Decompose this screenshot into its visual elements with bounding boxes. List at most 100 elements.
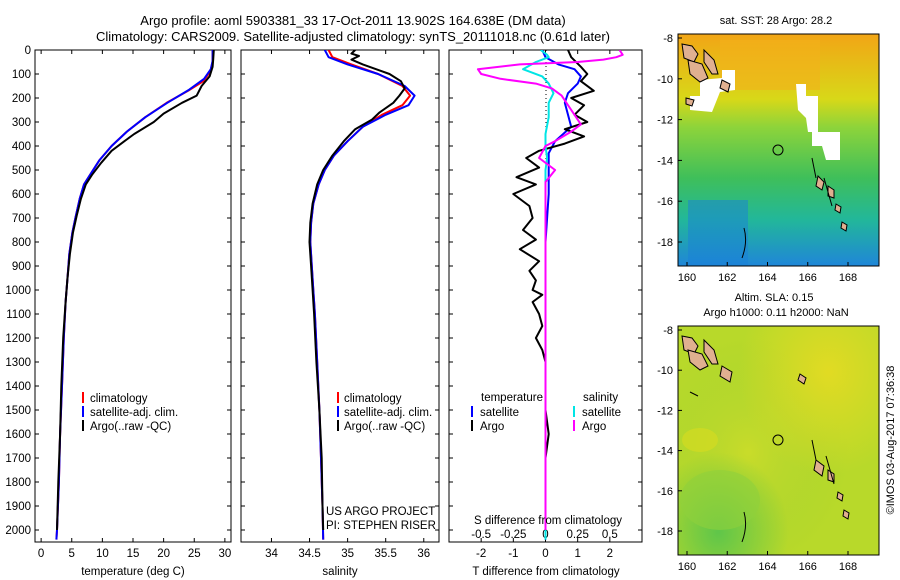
island: [719, 79, 731, 93]
depth-tick-label: 100: [12, 69, 31, 81]
map-y-tick-label: -18: [657, 237, 673, 249]
sst-warm-patch: [720, 40, 820, 90]
depth-tick-label: 500: [12, 165, 31, 177]
pi-label: PI: STEPHEN RISER: [326, 520, 436, 532]
map-x-tick-label: 160: [678, 272, 696, 284]
depth-tick-label: 1600: [5, 429, 31, 441]
difference-series: [476, 50, 624, 540]
map-x-tick-label: 166: [799, 272, 817, 284]
sst-map-frame: [677, 33, 880, 267]
x-tick-label: 2: [607, 548, 613, 560]
legend-heading-temperature: temperature: [481, 392, 543, 404]
x-tick-label: 34.5: [298, 548, 320, 560]
legend-label-satellite: satellite-adj. clim.: [90, 407, 178, 419]
sst-map-title: sat. SST: 28 Argo: 28.2: [720, 15, 833, 27]
island: [813, 459, 825, 477]
x-tick-label: 20: [157, 548, 170, 560]
map-y-tick-label: -10: [657, 365, 673, 377]
legend-label-argo: Argo(..raw -QC): [344, 421, 425, 433]
depth-tick-label: 1100: [6, 309, 31, 321]
sst-map-axes: 160 162 164 166 168 -8 -10 -12 -14 -16 -18: [657, 33, 857, 284]
series-line-temperature-argo: [512, 50, 595, 530]
series-line-climatology: [309, 50, 412, 540]
project-label: US ARGO PROJECT: [326, 506, 435, 518]
map-x-tick-label: 164: [758, 561, 776, 573]
island: [836, 491, 844, 502]
depth-tick-label: 800: [12, 237, 31, 249]
island: [719, 365, 733, 383]
map-x-tick-label: 168: [839, 561, 857, 573]
sla-map-axes: 160 162 164 166 168 -8 -10 -12 -14 -16 -18: [657, 325, 857, 573]
temperature-plot-frame: [34, 49, 232, 543]
t-difference-xlabel: T difference from climatology: [472, 566, 619, 578]
difference-legend: temperature salinity satellite Argo sate…: [471, 392, 621, 433]
x-tick-label: 35: [341, 548, 354, 560]
map-y-tick-label: -14: [657, 155, 673, 167]
island: [681, 43, 699, 63]
depth-tick-label: 200: [12, 93, 31, 105]
x-tick-label: 5: [69, 548, 75, 560]
island: [842, 509, 850, 520]
map-x-tick-label: 164: [758, 272, 776, 284]
series-line-satellite-adj-clim-: [309, 50, 416, 540]
title-line-2: Climatology: CARS2009. Satellite-adjuste…: [96, 29, 610, 44]
map-y-tick-label: -10: [657, 74, 673, 86]
depth-tick-label: 1200: [5, 333, 31, 345]
legend-label-satellite: satellite-adj. clim.: [344, 407, 432, 419]
x-tick-label: 30: [218, 548, 231, 560]
sla-low-patch: [680, 470, 760, 530]
depth-tick-label: 1700: [5, 453, 31, 465]
map-y-tick-label: -18: [657, 526, 673, 538]
island: [685, 97, 695, 107]
s-tick-label: -0.25: [500, 529, 526, 541]
sla-map-title-2: Argo h1000: 0.11 h2000: NaN: [703, 307, 848, 319]
depth-tick-label: 0: [25, 45, 31, 57]
x-tick-label: -1: [508, 548, 518, 560]
coastline: [689, 391, 835, 543]
island: [840, 221, 848, 232]
legend-label-climatology: climatology: [344, 393, 402, 405]
series-line-climatology: [55, 50, 214, 540]
depth-tick-label: 1300: [5, 357, 31, 369]
depth-tick-label: 1000: [5, 285, 31, 297]
salinity-legend: climatology satellite-adj. clim. Argo(..…: [326, 392, 436, 532]
sla-map-title-1: Altim. SLA: 0.15: [735, 292, 814, 304]
sla-map: [678, 326, 879, 555]
map-y-tick-label: -12: [657, 405, 673, 417]
depth-tick-label: 1800: [5, 477, 31, 489]
copyright-label: ©IMOS 03-Aug-2017 07:36:38: [885, 366, 897, 515]
s-tick-label: 0.5: [602, 529, 618, 541]
legend-label-t-satellite: satellite: [480, 407, 519, 419]
salinity-axis: 34 34.5 35 35.5 36: [241, 49, 439, 560]
sla-high-patch: [682, 428, 718, 452]
sst-cool-patch: [688, 200, 748, 266]
depth-tick-label: 1900: [5, 501, 31, 513]
depth-tick-label: 1500: [5, 405, 31, 417]
salinity-series: [308, 50, 416, 540]
island: [687, 349, 709, 371]
map-x-tick-label: 162: [718, 561, 736, 573]
temperature-axis: 0 5 10 15 20 25 30: [35, 49, 231, 560]
map-y-tick-label: -14: [657, 446, 673, 458]
series-line-argo-raw-qc-: [56, 50, 215, 531]
depth-tick-label: 400: [12, 141, 31, 153]
map-x-tick-label: 162: [718, 272, 736, 284]
series-line-salinity-satellite: [522, 50, 555, 540]
temperature-xlabel: temperature (deg C): [81, 566, 185, 578]
x-tick-label: 35.5: [374, 548, 396, 560]
cloud-mask: [812, 132, 840, 160]
argo-location-marker: [772, 144, 784, 156]
x-tick-label: 34: [265, 548, 278, 560]
map-x-tick-label: 166: [799, 561, 817, 573]
salinity-xlabel: salinity: [322, 566, 357, 578]
x-tick-label: 1: [574, 548, 580, 560]
title-line-1: Argo profile: aoml 5903381_33 17-Oct-201…: [140, 13, 565, 28]
map-y-tick-label: -8: [663, 33, 673, 45]
depth-tick-label: 1400: [5, 381, 31, 393]
argo-location-marker: [772, 434, 784, 446]
map-x-tick-label: 168: [839, 272, 857, 284]
island: [703, 48, 719, 75]
s-difference-label: S difference from climatology: [474, 515, 622, 527]
